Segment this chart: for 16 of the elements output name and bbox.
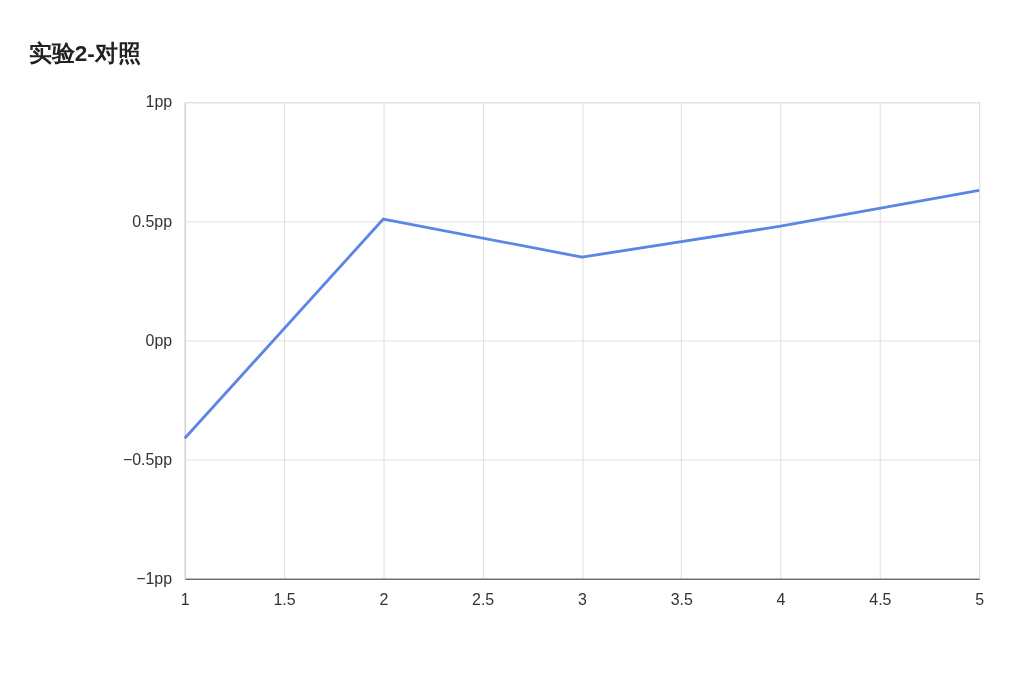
- x-tick-label: 2.5: [472, 590, 495, 608]
- y-tick-label: 0pp: [145, 331, 173, 349]
- chart-title: 实验2-对照: [28, 40, 141, 67]
- x-tick-label: 4: [776, 590, 786, 608]
- x-tick-label: 4.5: [869, 590, 892, 608]
- x-tick-label: 2: [379, 590, 389, 608]
- x-tick-label: 3: [578, 590, 587, 608]
- x-tick-label: 1.5: [273, 590, 296, 608]
- y-tick-label: 0.5pp: [132, 212, 173, 230]
- line-series: [183, 189, 981, 440]
- x-tick-label: 5: [975, 590, 985, 608]
- y-tick-label: 1pp: [145, 93, 173, 111]
- y-tick-label: −0.5pp: [122, 450, 173, 468]
- x-tick-label: 1: [180, 590, 190, 608]
- x-tick-label: 3.5: [670, 590, 693, 608]
- y-tick-label: −1pp: [136, 569, 173, 587]
